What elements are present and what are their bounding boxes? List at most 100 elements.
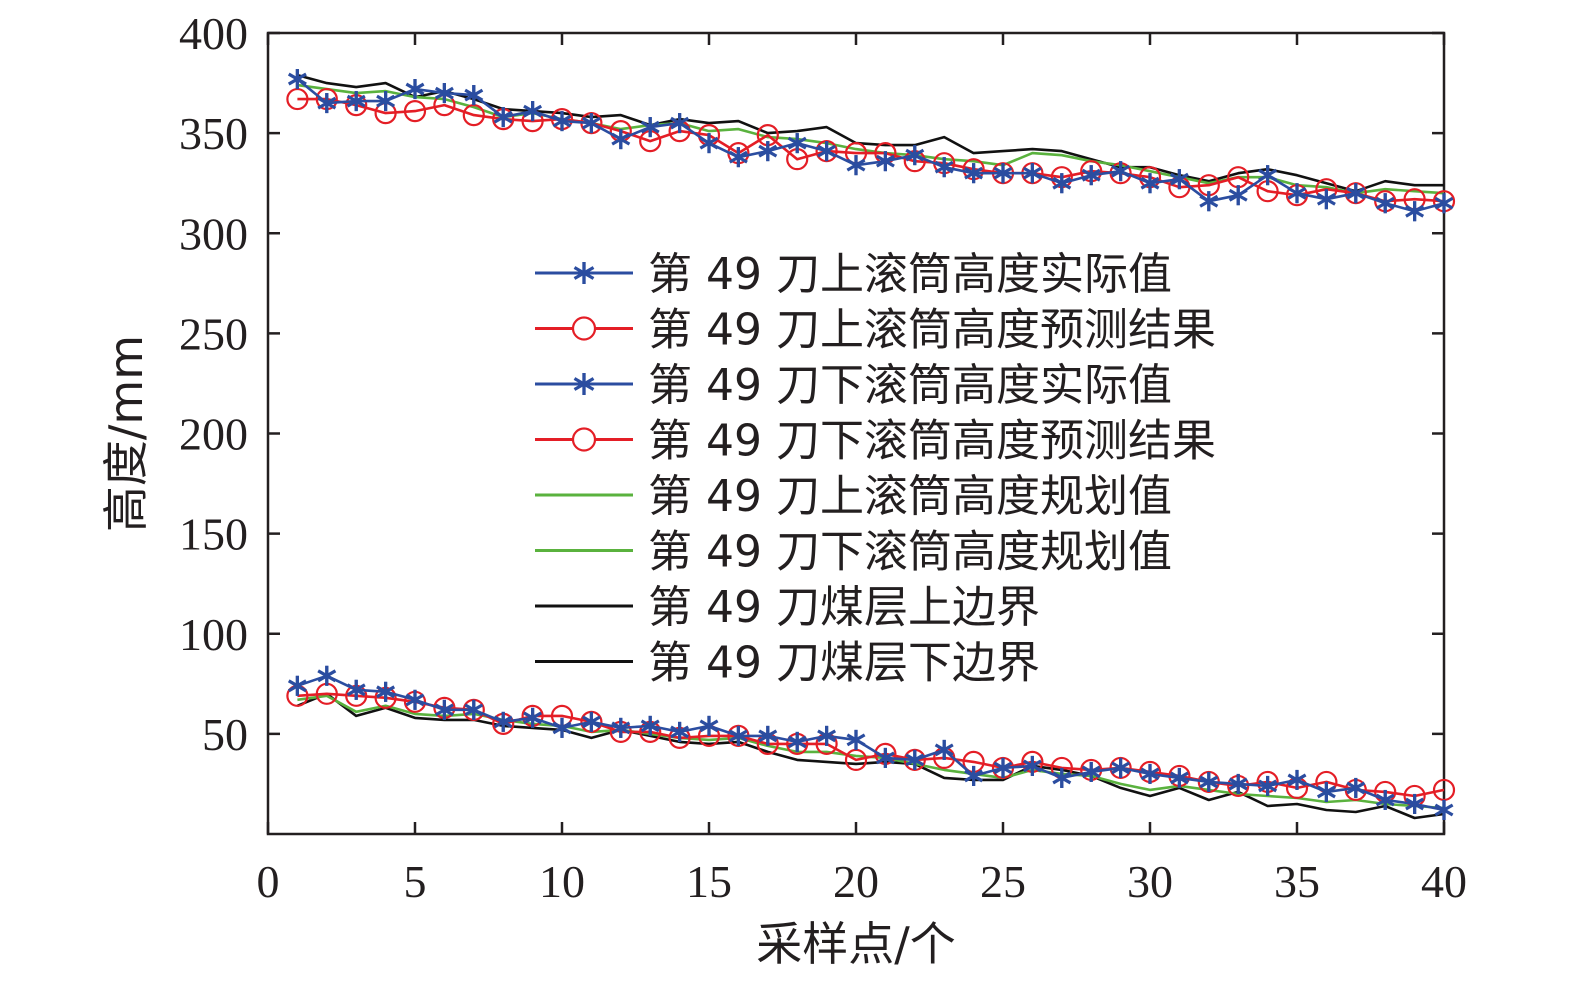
- asterisk-marker: [905, 749, 925, 770]
- asterisk-marker: [1022, 163, 1042, 184]
- asterisk-marker: [317, 665, 337, 686]
- asterisk-marker: [728, 725, 748, 746]
- asterisk-marker: [905, 145, 925, 166]
- asterisk-marker: [699, 133, 719, 154]
- asterisk-marker: [1258, 775, 1278, 796]
- asterisk-marker: [1111, 161, 1131, 182]
- asterisk-marker: [699, 715, 719, 736]
- series-1: [287, 69, 1454, 222]
- x-tick-label: 30: [1127, 856, 1173, 907]
- asterisk-marker: [964, 163, 984, 184]
- asterisk-marker: [1228, 185, 1248, 206]
- asterisk-marker: [581, 711, 601, 732]
- asterisk-marker: [611, 717, 631, 738]
- asterisk-marker: [573, 373, 595, 395]
- legend-item: 第 49 刀上滚筒高度规划值: [535, 471, 1172, 522]
- legend-item: 第 49 刀下滚筒高度预测结果: [535, 416, 1216, 467]
- asterisk-marker: [1375, 193, 1395, 214]
- x-tick-label: 35: [1274, 856, 1320, 907]
- asterisk-marker: [346, 679, 366, 700]
- axis-ticks: 0 5 10 15 20 25 30 35 40 50 100 150 200 250 300 350 400: [179, 8, 1467, 907]
- asterisk-marker: [670, 721, 690, 742]
- asterisk-marker: [1346, 183, 1366, 204]
- asterisk-marker: [523, 101, 543, 122]
- series-line: [296, 78, 1445, 213]
- asterisk-marker: [573, 262, 595, 284]
- legend-item: 第 49 刀下滚筒高度实际值: [535, 360, 1172, 411]
- asterisk-marker: [1169, 767, 1189, 788]
- y-tick-label: 300: [179, 208, 248, 259]
- legend-label: 第 49 刀下滚筒高度实际值: [648, 360, 1172, 411]
- asterisk-marker: [405, 689, 425, 710]
- asterisk-marker: [875, 747, 895, 768]
- asterisk-marker: [787, 133, 807, 154]
- legend-label: 第 49 刀上滚筒高度预测结果: [648, 305, 1216, 356]
- asterisk-marker: [1081, 165, 1101, 186]
- y-axis-title: 高度/mm: [99, 335, 153, 532]
- y-tick-label: 50: [202, 709, 248, 760]
- asterisk-marker: [846, 729, 866, 750]
- asterisk-marker: [728, 147, 748, 168]
- asterisk-marker: [434, 699, 454, 720]
- asterisk-marker: [1140, 173, 1160, 194]
- asterisk-marker: [817, 725, 837, 746]
- asterisk-marker: [1287, 183, 1307, 204]
- series-line: [296, 674, 1445, 812]
- legend-item: 第 49 刀煤层上边界: [535, 582, 1040, 633]
- asterisk-marker: [1316, 189, 1336, 210]
- legend-item: 第 49 刀上滚筒高度实际值: [535, 249, 1172, 300]
- asterisk-marker: [1434, 193, 1454, 214]
- y-tick-label: 400: [179, 8, 248, 59]
- asterisk-marker: [1140, 763, 1160, 784]
- legend-marker: [571, 427, 597, 452]
- legend-item: 第 49 刀上滚筒高度预测结果: [535, 305, 1216, 356]
- legend-label: 第 49 刀煤层下边界: [648, 638, 1040, 689]
- asterisk-marker: [758, 725, 778, 746]
- asterisk-marker: [1199, 771, 1219, 792]
- x-tick-label: 5: [404, 856, 427, 907]
- asterisk-marker: [640, 117, 660, 138]
- asterisk-marker: [670, 113, 690, 134]
- asterisk-marker: [346, 91, 366, 112]
- asterisk-marker: [1022, 755, 1042, 776]
- asterisk-marker: [434, 83, 454, 104]
- asterisk-marker: [464, 699, 484, 720]
- asterisk-marker: [1405, 793, 1425, 814]
- x-tick-label: 15: [686, 856, 732, 907]
- asterisk-marker: [758, 141, 778, 162]
- asterisk-marker: [934, 157, 954, 178]
- asterisk-marker: [1052, 173, 1072, 194]
- asterisk-marker: [493, 711, 513, 732]
- asterisk-marker: [1169, 169, 1189, 190]
- asterisk-marker: [1081, 761, 1101, 782]
- asterisk-marker: [1287, 769, 1307, 790]
- asterisk-marker: [552, 111, 572, 132]
- series-3: [287, 665, 1454, 820]
- x-tick-label: 20: [833, 856, 879, 907]
- legend-label: 第 49 刀上滚筒高度实际值: [648, 249, 1172, 300]
- asterisk-marker: [464, 85, 484, 106]
- legend-item: 第 49 刀煤层下边界: [535, 638, 1040, 689]
- asterisk-marker: [787, 731, 807, 752]
- asterisk-marker: [1052, 767, 1072, 788]
- legend-marker: [571, 316, 597, 341]
- series-line: [297, 83, 1445, 195]
- legend-label: 第 49 刀下滚筒高度预测结果: [648, 416, 1216, 467]
- asterisk-marker: [493, 107, 513, 128]
- data-point: [462, 104, 485, 127]
- asterisk-marker: [964, 765, 984, 786]
- asterisk-marker: [287, 675, 307, 696]
- y-tick-label: 250: [179, 308, 248, 359]
- x-tick-label: 25: [980, 856, 1026, 907]
- asterisk-marker: [405, 79, 425, 100]
- asterisk-marker: [1228, 773, 1248, 794]
- x-tick-label: 40: [1421, 856, 1467, 907]
- y-tick-label: 350: [179, 108, 248, 159]
- asterisk-marker: [376, 91, 396, 112]
- legend-label: 第 49 刀上滚筒高度规划值: [648, 471, 1172, 522]
- x-tick-label: 10: [539, 856, 585, 907]
- asterisk-marker: [1316, 781, 1336, 802]
- x-axis-title: 采样点/个: [756, 917, 956, 971]
